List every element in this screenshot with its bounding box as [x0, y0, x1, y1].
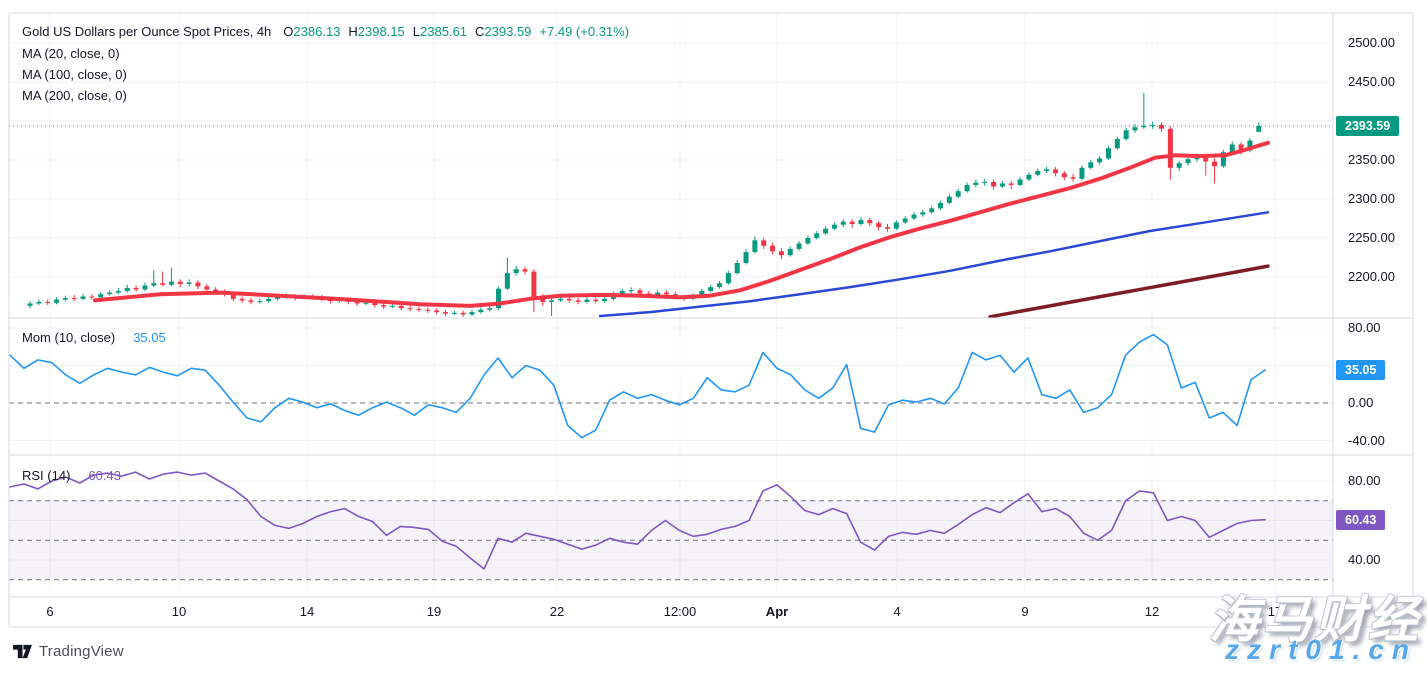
rsi-tick-label: 40.00	[1348, 552, 1381, 567]
watermark-url: zzrt01.cn	[1225, 634, 1417, 665]
time-tick-label: 12	[1144, 604, 1160, 619]
tradingview-logo[interactable]: TradingView	[13, 643, 124, 660]
price-tick-label: 2250.00	[1348, 230, 1395, 245]
ohlc-high: H2398.15	[348, 24, 405, 39]
time-tick-label: 12:00	[663, 604, 697, 619]
ohlc-low: L2385.61	[412, 24, 468, 39]
momentum-tick-label: 0.00	[1348, 395, 1374, 410]
price-tick-label: 2200.00	[1348, 269, 1395, 284]
momentum-value-badge: 35.05	[1336, 360, 1386, 381]
time-tick-label: 19	[426, 604, 442, 619]
rsi-tick-label: 80.00	[1348, 473, 1381, 488]
ma20-legend-row[interactable]: MA (20, close, 0)	[22, 46, 120, 61]
price-tick-label: 2350.00	[1348, 152, 1395, 167]
time-tick-label: Apr	[765, 604, 789, 619]
ma100-legend-row[interactable]: MA (100, close, 0)	[22, 67, 127, 82]
momentum-tick-label: 80.00	[1348, 320, 1381, 335]
price-change: +7.49 (+0.31%)	[539, 24, 630, 39]
time-tick-label: 14	[299, 604, 315, 619]
time-tick-label: 17	[1267, 604, 1283, 619]
time-tick-label: 10	[171, 604, 187, 619]
rsi-value-badge: 60.43	[1336, 509, 1386, 530]
watermark-text-cn: 海马财经	[1209, 592, 1421, 648]
rsi-label: RSI (14)	[22, 468, 71, 483]
price-tick-label: 2300.00	[1348, 191, 1395, 206]
momentum-label: Mom (10, close)	[22, 330, 116, 345]
ohlc-open: O2386.13	[283, 24, 341, 39]
time-tick-label: 22	[549, 604, 565, 619]
tradingview-brand-text: TradingView	[39, 643, 124, 660]
momentum-tick-label: -40.00	[1348, 432, 1385, 448]
momentum-legend-row[interactable]: Mom (10, close) 35.05	[22, 330, 166, 345]
time-tick-label: 6	[46, 604, 54, 619]
ma200-legend-row[interactable]: MA (200, close, 0)	[22, 88, 127, 103]
tradingview-glyph-icon	[13, 644, 32, 659]
last-price-badge: 2393.59	[1336, 115, 1400, 136]
rsi-legend-row[interactable]: RSI (14) 60.43	[22, 468, 121, 483]
price-tick-label: 2500.00	[1348, 35, 1395, 50]
rsi-value: 60.43	[88, 468, 121, 483]
time-tick-label: 4	[893, 604, 901, 619]
symbol-title: Gold US Dollars per Ounce Spot Prices, 4…	[22, 24, 272, 39]
price-tick-label: 2450.00	[1348, 74, 1395, 89]
time-tick-label: 9	[1021, 604, 1029, 619]
momentum-value: 35.05	[133, 330, 166, 345]
symbol-legend-row[interactable]: Gold US Dollars per Ounce Spot Prices, 4…	[22, 24, 629, 39]
ohlc-close: C2393.59	[475, 24, 532, 39]
